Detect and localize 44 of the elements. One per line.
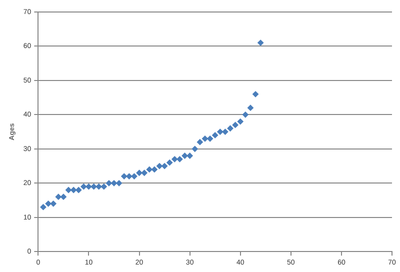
point (237, 118, 244, 125)
point (136, 170, 142, 176)
point (192, 146, 198, 152)
point (131, 173, 138, 180)
point (116, 180, 122, 186)
point (75, 186, 82, 194)
point (50, 200, 57, 207)
point (151, 166, 158, 173)
point (80, 183, 87, 190)
point (126, 173, 132, 180)
point (186, 152, 194, 159)
point (90, 183, 97, 190)
point (257, 40, 264, 46)
point (216, 128, 224, 135)
point (55, 194, 62, 200)
point (247, 104, 254, 112)
point (176, 156, 183, 162)
point (232, 122, 239, 128)
point (222, 128, 228, 135)
point (110, 180, 118, 186)
point (86, 183, 92, 190)
point (70, 186, 77, 194)
point (106, 180, 112, 186)
point (65, 186, 72, 194)
point (45, 200, 52, 207)
point (156, 162, 163, 170)
point (182, 152, 188, 159)
point (161, 162, 168, 170)
point (60, 194, 67, 200)
point (202, 135, 208, 142)
point (40, 204, 46, 210)
point (252, 90, 259, 98)
point (120, 173, 128, 180)
point (227, 125, 234, 132)
point (206, 135, 214, 142)
point (171, 156, 178, 162)
point (146, 166, 153, 173)
point (141, 170, 148, 176)
point (242, 111, 249, 118)
point (196, 138, 204, 146)
point (100, 183, 108, 190)
point (166, 159, 173, 166)
point (96, 183, 102, 190)
point (212, 132, 218, 138)
